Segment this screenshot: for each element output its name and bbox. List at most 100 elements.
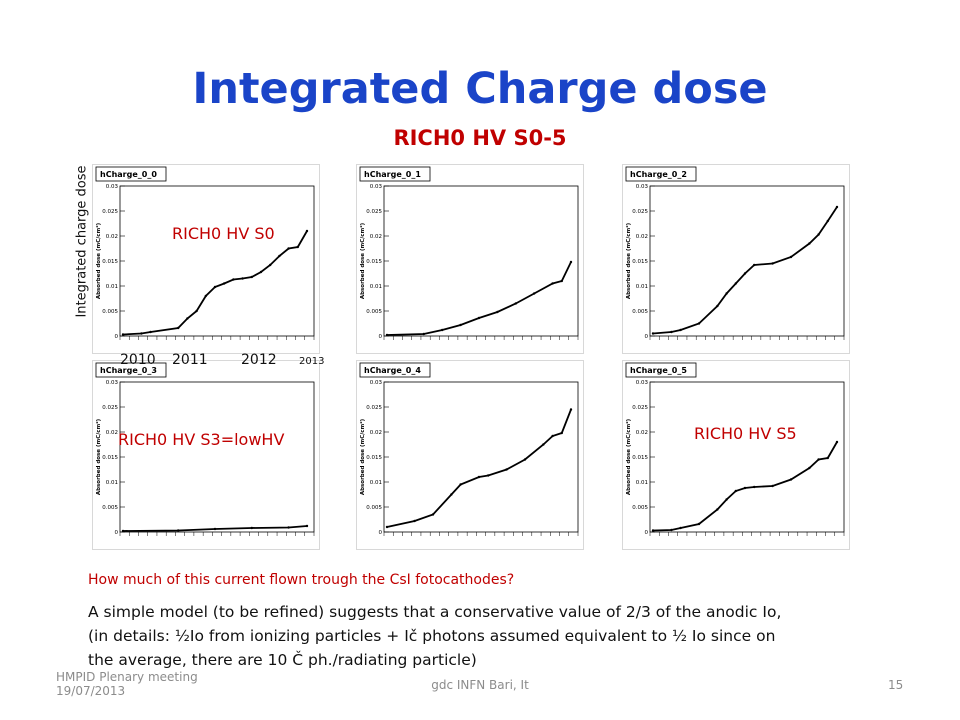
- y-tick-label: 0.02: [636, 234, 648, 240]
- overlay-label-s5: RICH0 HV S5: [694, 424, 797, 443]
- y-tick-label: 0.025: [366, 209, 382, 215]
- plot-frame: [649, 381, 845, 533]
- data-point: [140, 332, 143, 335]
- data-point: [477, 475, 481, 479]
- y-tick-label: 0.015: [632, 455, 648, 461]
- data-point: [789, 478, 793, 481]
- data-point: [121, 529, 125, 533]
- overlay-label-s0: RICH0 HV S0: [172, 224, 275, 243]
- data-point: [569, 408, 573, 411]
- y-tick-label: 0.03: [636, 184, 649, 190]
- data-point: [195, 309, 198, 313]
- y-tick-label: 0: [645, 530, 649, 536]
- data-point: [422, 332, 425, 336]
- data-point: [551, 434, 554, 438]
- data-point: [413, 519, 416, 523]
- data-point: [213, 285, 217, 289]
- y-axis-label: Absorbed dose (mC/cm²): [95, 222, 102, 299]
- y-axis-label: Absorbed dose (mC/cm²): [625, 418, 632, 495]
- chart-svg: hCharge_0_5 0 0.005 0.01 0.015 0.02 0.025 0.03 A…: [622, 360, 850, 550]
- data-point: [450, 493, 453, 496]
- data-point: [250, 526, 253, 530]
- series-line: [122, 230, 308, 336]
- title-box: [95, 362, 167, 378]
- footer-meeting-date: 19/07/2013: [56, 684, 126, 698]
- year-label-2012: 2012: [241, 352, 277, 368]
- y-tick-label: 0.03: [106, 380, 119, 386]
- note-line-3: the average, there are 10 Č ph./radiatin…: [88, 651, 477, 669]
- data-point: [808, 466, 811, 470]
- year-label-2011: 2011: [172, 352, 208, 368]
- data-point: [697, 522, 701, 526]
- data-point: [296, 245, 299, 249]
- data-point: [835, 440, 839, 444]
- data-point: [651, 529, 655, 532]
- data-point: [487, 474, 490, 477]
- chart-svg: hCharge_0_4 0 0.005 0.01 0.015 0.02 0.025 0.03 A…: [356, 360, 584, 550]
- title-box: [625, 362, 697, 378]
- data-point: [186, 317, 189, 320]
- data-point: [734, 282, 737, 285]
- chart-panel-2: hCharge_0_2 0 0.005 0.01 0.015 0.02 0.025 0.03 A…: [622, 164, 850, 354]
- chart-title: hCharge_0_2: [630, 170, 687, 179]
- y-tick-label: 0.03: [370, 184, 383, 190]
- data-point: [177, 529, 180, 532]
- data-point: [459, 323, 462, 327]
- data-point: [431, 513, 435, 516]
- y-tick-label: 0.02: [370, 234, 382, 240]
- data-point: [385, 333, 389, 337]
- y-tick-label: 0.01: [370, 480, 382, 486]
- data-point: [560, 431, 563, 435]
- data-point: [835, 205, 839, 209]
- data-point: [241, 277, 244, 280]
- data-point: [213, 527, 217, 531]
- data-point: [533, 292, 536, 295]
- chart-panel-3: hCharge_0_3 0 0.005 0.01 0.015 0.02 0.025 0.03 A…: [92, 360, 320, 550]
- note-line-2: (in details: ½Io from ionizing particles…: [88, 627, 776, 645]
- footer-author: gdc INFN Bari, It: [431, 678, 529, 692]
- y-tick-label: 0.03: [106, 184, 119, 190]
- title-box: [359, 362, 431, 378]
- data-point: [679, 526, 682, 530]
- data-point: [743, 272, 747, 275]
- note-line-1: A simple model (to be refined) suggests …: [88, 603, 782, 621]
- note-question: How much of this current flown trough th…: [88, 572, 515, 588]
- y-tick-label: 0.005: [632, 505, 648, 511]
- data-point: [250, 275, 253, 279]
- data-point: [223, 282, 226, 285]
- data-point: [560, 279, 563, 283]
- chart-svg: hCharge_0_3 0 0.005 0.01 0.015 0.02 0.025 0.03 A…: [92, 360, 320, 550]
- data-point: [569, 260, 573, 264]
- y-tick-label: 0.015: [102, 455, 118, 461]
- title-box: [95, 166, 167, 182]
- y-tick-label: 0.005: [102, 505, 118, 511]
- data-point: [826, 456, 829, 460]
- year-label-2010: 2010: [120, 352, 156, 368]
- chart-panel-0: hCharge_0_0 0 0.005 0.01 0.015 0.02 0.025 0.03 A…: [92, 164, 320, 354]
- y-tick-label: 0.015: [102, 259, 118, 265]
- y-tick-label: 0.005: [102, 309, 118, 315]
- y-axis-label: Absorbed dose (mC/cm²): [359, 222, 366, 299]
- y-tick-label: 0.015: [632, 259, 648, 265]
- footer-meeting: HMPID Plenary meeting 19/07/2013: [56, 670, 198, 698]
- data-point: [808, 242, 811, 245]
- data-point: [232, 278, 235, 281]
- data-point: [514, 302, 517, 305]
- overlay-label-s3: RICH0 HV S3=lowHV: [118, 430, 285, 449]
- chart-svg: hCharge_0_0 0 0.005 0.01 0.015 0.02 0.025 0.03 A…: [92, 164, 320, 354]
- plot-frame: [383, 381, 579, 533]
- chart-title: hCharge_0_3: [100, 366, 157, 375]
- chart-panel-1: hCharge_0_1 0 0.005 0.01 0.015 0.02 0.025 0.03 A…: [356, 164, 584, 354]
- plot-frame: [119, 185, 315, 337]
- data-point: [817, 458, 820, 461]
- data-point: [670, 528, 673, 532]
- data-point: [789, 255, 793, 259]
- data-point: [725, 498, 728, 501]
- data-point: [459, 483, 462, 486]
- title-box: [625, 166, 697, 182]
- y-tick-label: 0.005: [366, 505, 382, 511]
- data-point: [716, 508, 719, 511]
- data-point: [278, 254, 281, 258]
- y-tick-label: 0.015: [366, 259, 382, 265]
- data-point: [259, 270, 263, 274]
